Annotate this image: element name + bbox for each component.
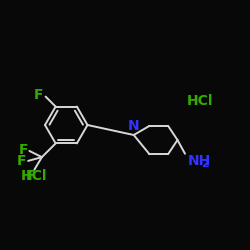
Text: HCl: HCl bbox=[20, 169, 47, 183]
Text: 2: 2 bbox=[201, 159, 209, 169]
Text: NH: NH bbox=[188, 154, 211, 168]
Text: F: F bbox=[26, 169, 36, 183]
Text: HCl: HCl bbox=[187, 94, 213, 108]
Text: N: N bbox=[128, 119, 140, 133]
Text: F: F bbox=[18, 143, 28, 157]
Text: F: F bbox=[34, 88, 43, 102]
Text: F: F bbox=[17, 154, 26, 168]
